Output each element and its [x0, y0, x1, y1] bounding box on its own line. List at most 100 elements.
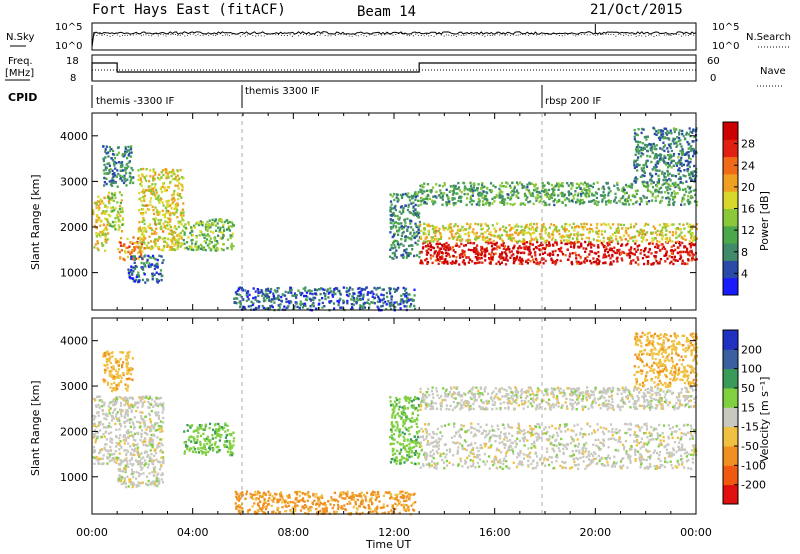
data-cell [389, 255, 392, 258]
data-cell [195, 240, 198, 244]
data-cell [129, 425, 132, 428]
data-cell [114, 358, 117, 361]
data-cell [633, 162, 636, 165]
data-cell [623, 188, 626, 192]
data-cell [140, 233, 143, 236]
data-cell [326, 288, 329, 291]
data-cell [627, 253, 630, 256]
data-cell [228, 229, 232, 232]
data-cell [652, 142, 655, 146]
data-cell [239, 302, 242, 305]
data-cell [93, 246, 96, 249]
data-cell [163, 215, 167, 219]
data-cell [605, 247, 608, 251]
data-cell [100, 462, 103, 466]
data-cell [105, 358, 108, 361]
data-cell [143, 400, 146, 403]
data-cell [117, 462, 120, 466]
data-cell [345, 293, 349, 297]
data-cell [321, 306, 324, 309]
data-cell [657, 174, 660, 177]
data-cell [597, 229, 600, 233]
data-cell [438, 184, 441, 187]
data-cell [119, 257, 122, 260]
data-cell [428, 189, 431, 192]
data-cell [265, 288, 268, 291]
data-cell [427, 243, 430, 246]
data-cell [262, 297, 265, 300]
data-cell [272, 292, 275, 295]
data-cell [95, 425, 98, 428]
data-cell [131, 273, 134, 276]
data-cell [445, 202, 448, 206]
data-cell [103, 354, 106, 358]
data-cell [658, 169, 661, 172]
data-cell [561, 201, 564, 204]
power-y-label: Slant Range [km] [29, 174, 42, 270]
data-cell [103, 404, 106, 407]
data-cell [590, 250, 593, 253]
data-cell [580, 189, 584, 193]
data-cell [672, 249, 675, 253]
data-cell [136, 432, 139, 436]
data-cell [630, 246, 633, 249]
data-cell [139, 212, 143, 215]
data-cell [155, 232, 158, 235]
data-cell [649, 147, 652, 150]
data-cell [575, 200, 578, 204]
data-cell [175, 242, 178, 246]
data-cell [436, 253, 439, 257]
data-cell [130, 431, 133, 434]
data-cell [657, 129, 660, 132]
data-cell [332, 302, 336, 305]
data-cell [559, 248, 562, 251]
data-cell [103, 401, 106, 405]
y-tick-label: 2000 [60, 221, 88, 234]
data-cell [131, 271, 134, 274]
data-cell [405, 248, 408, 251]
data-cell [595, 196, 598, 200]
data-cell [260, 289, 263, 292]
data-cell [267, 295, 271, 299]
data-cell [282, 293, 285, 297]
data-cell [397, 233, 400, 236]
data-cell [110, 351, 113, 355]
data-cell [646, 143, 649, 147]
data-cell [455, 242, 458, 245]
data-cell [393, 192, 396, 196]
data-cell [514, 239, 517, 243]
data-cell [459, 239, 462, 242]
data-cell [389, 206, 392, 209]
data-cell [467, 240, 470, 243]
data-cell [405, 305, 408, 308]
data-cell [107, 194, 110, 198]
data-cell [114, 449, 117, 453]
data-cell [140, 266, 143, 269]
data-cell [127, 367, 130, 370]
data-cell [501, 256, 504, 259]
data-cell [367, 291, 370, 294]
data-cell [132, 423, 135, 426]
data-cell [347, 294, 350, 298]
data-cell [412, 213, 415, 217]
data-cell [499, 184, 502, 187]
data-cell [524, 225, 527, 229]
data-cell [225, 219, 228, 222]
data-cell [614, 192, 617, 196]
data-cell [489, 262, 492, 265]
data-cell [567, 234, 571, 237]
data-cell [609, 235, 612, 238]
data-cell [501, 240, 505, 243]
data-cell [145, 230, 148, 233]
data-cell [608, 237, 611, 240]
data-cell [104, 204, 107, 207]
data-cell [122, 438, 125, 442]
data-cell [602, 191, 605, 194]
data-cell [585, 222, 588, 226]
data-cell [170, 198, 173, 201]
data-cell [477, 236, 480, 240]
data-cell [519, 181, 522, 184]
freq-right-tick-bottom: 0 [710, 73, 716, 84]
data-cell [563, 195, 566, 198]
data-cell [671, 182, 674, 185]
